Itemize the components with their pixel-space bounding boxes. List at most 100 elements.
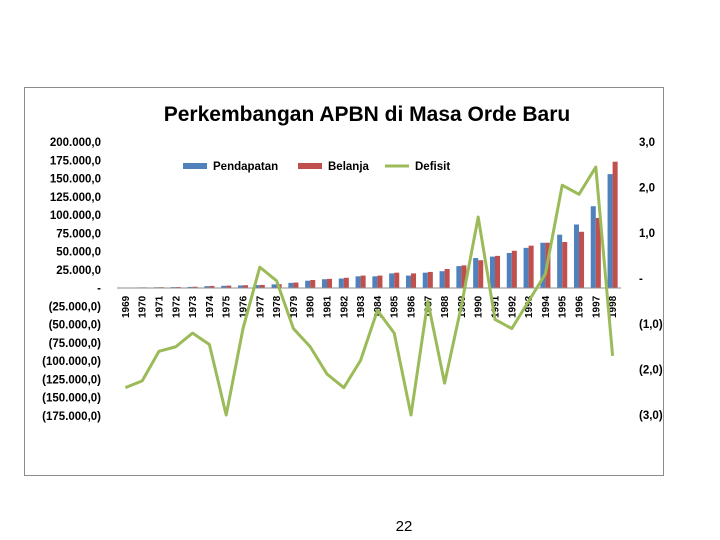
bar-belanja xyxy=(327,278,333,289)
bar-belanja xyxy=(612,161,618,288)
bar-pendapatan xyxy=(389,273,395,288)
bar-belanja xyxy=(411,273,417,288)
x-tick-label: 1991 xyxy=(491,295,502,318)
x-tick-label: 1997 xyxy=(591,295,602,318)
legend-swatch-pendapatan xyxy=(183,163,207,169)
page-number: 22 xyxy=(395,518,413,535)
x-tick-label: 1969 xyxy=(121,295,132,318)
bar-pendapatan xyxy=(271,284,277,288)
bar-pendapatan xyxy=(557,234,563,288)
left-axis: 200.000,0 175.000,0 150.000,0 125.000,0 100.… xyxy=(42,137,101,423)
bar-pendapatan xyxy=(187,286,193,288)
bar-belanja xyxy=(209,285,215,288)
left-tick-label: 25.000,0 xyxy=(56,265,101,277)
legend-label-belanja: Belanja xyxy=(328,161,370,173)
bar-belanja xyxy=(310,279,316,288)
bar-pendapatan xyxy=(456,266,462,288)
bar-belanja xyxy=(461,265,467,288)
left-tick-label: (50.000,0) xyxy=(49,320,102,332)
x-tick-label: 1970 xyxy=(138,295,149,318)
left-tick-label: (75.000,0) xyxy=(49,338,102,350)
deficit-series xyxy=(124,165,615,417)
x-axis: 1969 1970 1971 1972 1973 1974 1975 1976 1977 1978… xyxy=(121,295,619,318)
x-tick-label: 1985 xyxy=(390,295,401,318)
bar-pendapatan xyxy=(405,275,411,288)
x-tick-label: 1996 xyxy=(575,295,586,318)
x-tick-label: 1973 xyxy=(188,295,199,318)
bar-belanja xyxy=(478,260,484,288)
left-tick-label: 175.000,0 xyxy=(50,155,101,167)
bar-belanja xyxy=(427,271,433,288)
left-tick-label: 150.000,0 xyxy=(50,174,101,186)
bar-pendapatan xyxy=(204,286,210,288)
x-tick-label: 1993 xyxy=(524,295,535,318)
legend-label-pendapatan: Pendapatan xyxy=(213,161,278,173)
left-tick-label: (150.000,0) xyxy=(42,393,101,405)
bar-pendapatan xyxy=(338,278,344,288)
bar-pendapatan xyxy=(288,282,294,288)
bar-pendapatan xyxy=(607,174,613,288)
x-tick-label: 1980 xyxy=(306,295,317,318)
x-tick-label: 1995 xyxy=(558,295,569,318)
bar-pendapatan xyxy=(221,285,227,288)
left-tick-label: 125.000,0 xyxy=(50,192,101,204)
x-tick-label: 1974 xyxy=(205,295,216,318)
bar-pendapatan xyxy=(422,272,428,288)
bar-belanja xyxy=(259,284,265,288)
x-tick-label: 1978 xyxy=(272,295,283,318)
x-tick-label: 1981 xyxy=(323,295,334,318)
right-tick-label: (3,0) xyxy=(639,410,663,422)
bar-belanja xyxy=(243,285,249,288)
bar-pendapatan xyxy=(254,285,260,288)
x-tick-label: 1998 xyxy=(608,295,619,318)
bar-belanja xyxy=(528,245,534,288)
bar-pendapatan xyxy=(355,276,361,288)
x-tick-label: 1982 xyxy=(339,295,350,318)
left-tick-label: (125.000,0) xyxy=(42,374,101,386)
bar-pendapatan xyxy=(573,224,579,288)
x-tick-label: 1979 xyxy=(289,295,300,318)
bar-pendapatan xyxy=(372,276,378,288)
bar-pendapatan xyxy=(540,242,546,288)
bar-belanja xyxy=(343,277,349,288)
bar-belanja xyxy=(579,231,585,288)
right-tick-label: (2,0) xyxy=(639,365,663,377)
left-tick-label: 50.000,0 xyxy=(56,247,101,259)
left-tick-label: 75.000,0 xyxy=(56,228,101,240)
bar-pendapatan xyxy=(489,256,495,288)
bar-pendapatan xyxy=(506,252,512,288)
chart-title: Perkembangan APBN di Masa Orde Baru xyxy=(164,103,571,126)
x-tick-label: 1994 xyxy=(541,295,552,318)
x-tick-label: 1977 xyxy=(255,295,266,318)
bar-belanja xyxy=(595,217,601,288)
bar-belanja xyxy=(192,286,198,288)
legend-swatch-belanja xyxy=(298,163,322,169)
chart-svg: Perkembangan APBN di Masa Orde Baru Pend… xyxy=(42,103,663,423)
line-defisit xyxy=(124,165,615,417)
bar-belanja xyxy=(495,255,501,288)
left-tick-label: - xyxy=(97,283,101,295)
bar-pendapatan xyxy=(523,247,529,288)
right-tick-label: 1,0 xyxy=(639,228,655,240)
left-tick-label: (175.000,0) xyxy=(42,411,101,423)
bars xyxy=(120,161,618,289)
bar-pendapatan xyxy=(305,280,311,288)
chart-frame: Perkembangan APBN di Masa Orde Baru Pend… xyxy=(24,87,664,476)
x-tick-label: 1984 xyxy=(373,295,384,318)
x-tick-label: 1972 xyxy=(171,295,182,318)
bar-belanja xyxy=(360,275,366,288)
x-tick-label: 1983 xyxy=(356,295,367,318)
bar-pendapatan xyxy=(237,285,243,288)
right-tick-label: - xyxy=(639,274,643,286)
x-tick-label: 1992 xyxy=(507,295,518,318)
bar-belanja xyxy=(377,275,383,288)
x-tick-label: 1975 xyxy=(222,295,233,318)
bar-belanja xyxy=(444,269,450,288)
bar-pendapatan xyxy=(321,279,327,288)
x-tick-label: 1990 xyxy=(474,295,485,318)
left-tick-label: (25.000,0) xyxy=(49,301,102,313)
bar-belanja xyxy=(562,242,568,288)
x-tick-label: 1971 xyxy=(155,295,166,318)
bar-belanja xyxy=(394,272,400,288)
bar-pendapatan xyxy=(473,258,479,288)
